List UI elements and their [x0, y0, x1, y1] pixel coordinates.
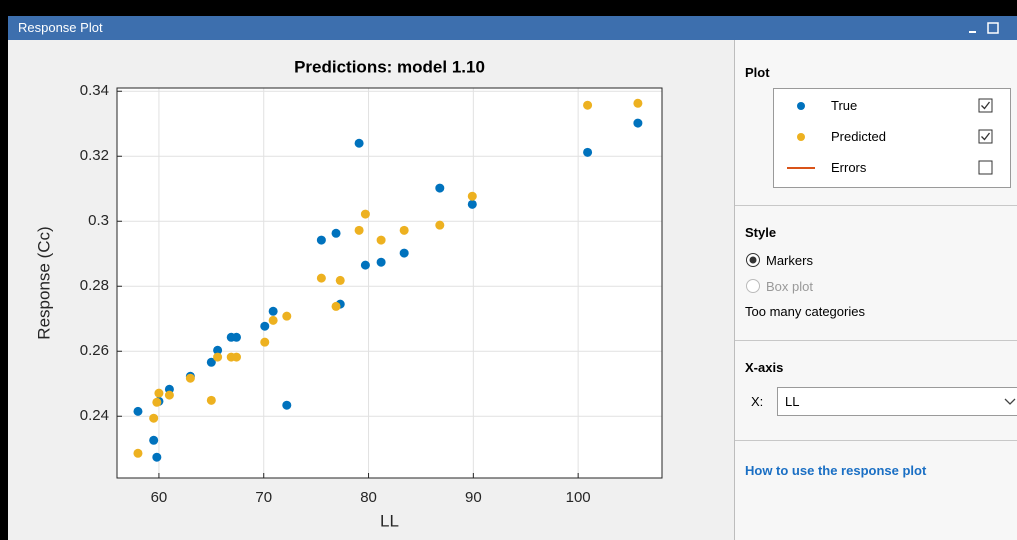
data-point	[260, 337, 270, 347]
data-point	[376, 257, 386, 267]
data-point	[399, 225, 409, 235]
y-tick-label: 0.28	[80, 277, 109, 294]
legend-label: True	[831, 98, 858, 113]
x-tick-label: 80	[360, 489, 377, 506]
data-point	[435, 183, 445, 193]
checkbox[interactable]	[978, 160, 994, 176]
data-point	[335, 275, 345, 285]
radio-dot	[749, 256, 757, 264]
legend-symbol	[797, 102, 805, 110]
data-point	[583, 147, 593, 157]
data-point	[354, 225, 364, 235]
data-point	[316, 273, 326, 283]
x-tick-label: 100	[566, 489, 591, 506]
x-axis-label: LL	[380, 511, 399, 530]
data-point	[316, 235, 326, 245]
check-mark	[981, 101, 991, 110]
help-link[interactable]: How to use the response plot	[745, 463, 927, 478]
data-point	[260, 321, 270, 331]
data-point	[149, 413, 159, 423]
data-point	[133, 406, 143, 416]
side-panel: Plot True Predicted Errors Style Markers Bo…	[734, 40, 1017, 540]
checkbox-box	[978, 129, 993, 144]
legend-marker	[797, 102, 805, 110]
section-heading: X-axis	[745, 360, 784, 375]
y-tick-label: 0.34	[80, 82, 109, 99]
data-point	[213, 352, 223, 362]
axes-background	[117, 88, 662, 478]
data-point	[331, 228, 341, 238]
x-dropdown[interactable]: LL	[777, 387, 1017, 416]
chevron	[1004, 398, 1016, 405]
radio-ring	[746, 279, 760, 293]
y-tick-label: 0.32	[80, 147, 109, 164]
legend-marker	[797, 133, 805, 141]
data-point	[331, 301, 341, 311]
data-point	[268, 315, 278, 325]
axes-frame	[116, 87, 663, 479]
radio-button[interactable]	[745, 252, 761, 268]
section-heading: Plot	[745, 65, 770, 80]
checkbox-box	[978, 160, 993, 175]
field-label: X:	[751, 394, 764, 409]
data-point	[206, 395, 216, 405]
data-point	[133, 448, 143, 458]
separator	[735, 205, 1017, 206]
x-tick-label: 60	[151, 489, 168, 506]
y-tick-label: 0.3	[88, 212, 109, 229]
separator	[735, 440, 1017, 441]
window-controls[interactable]	[967, 21, 1007, 35]
data-point	[231, 332, 241, 342]
data-point	[354, 138, 364, 148]
check-mark	[981, 132, 991, 141]
chart-title: Predictions: model 1.10	[294, 57, 485, 76]
data-point	[467, 199, 477, 209]
data-point	[282, 400, 292, 410]
chart: 0.24 0.26 0.28 0.3 0.32 0.34 60 70 80 90 100 Predic…	[34, 57, 663, 530]
data-point	[399, 248, 409, 258]
dropdown-value: LL	[785, 394, 800, 409]
data-point	[583, 100, 593, 110]
checkbox[interactable]	[978, 98, 994, 114]
y-axis-label: Response (Cc)	[34, 226, 53, 339]
title-bar: Response Plot	[8, 16, 1017, 40]
window-title: Response Plot	[18, 20, 103, 35]
legend-box	[773, 88, 1011, 188]
data-point	[213, 345, 223, 355]
legend-symbol	[787, 167, 815, 169]
data-point	[360, 209, 370, 219]
data-point	[435, 220, 445, 230]
data-point	[633, 98, 643, 108]
data-point	[282, 311, 292, 321]
checkbox[interactable]	[978, 129, 994, 145]
legend-symbol	[797, 133, 805, 141]
y-tick-label: 0.26	[80, 342, 109, 359]
x-tick-label: 90	[465, 489, 482, 506]
legend-label: Errors	[831, 160, 867, 175]
data-point	[152, 397, 162, 407]
data-point	[152, 452, 162, 462]
section-heading: Style	[745, 225, 777, 240]
legend-label: Predicted	[831, 129, 886, 144]
radio-label: Markers	[766, 253, 813, 268]
data-point	[185, 373, 195, 383]
data-point	[149, 435, 159, 445]
data-point	[467, 191, 477, 201]
radio-button	[746, 279, 760, 293]
data-point	[376, 235, 386, 245]
checkbox-box	[978, 98, 993, 113]
x-tick-label: 70	[255, 489, 272, 506]
data-point	[206, 357, 216, 367]
note: Too many categories	[745, 304, 865, 319]
data-point	[268, 306, 278, 316]
data-point	[360, 260, 370, 270]
y-tick-label: 0.24	[80, 407, 109, 424]
data-point	[164, 390, 174, 400]
separator	[735, 340, 1017, 341]
data-point	[633, 118, 643, 128]
data-point	[154, 388, 164, 398]
data-point	[231, 352, 241, 362]
radio-label: Box plot	[766, 279, 813, 294]
